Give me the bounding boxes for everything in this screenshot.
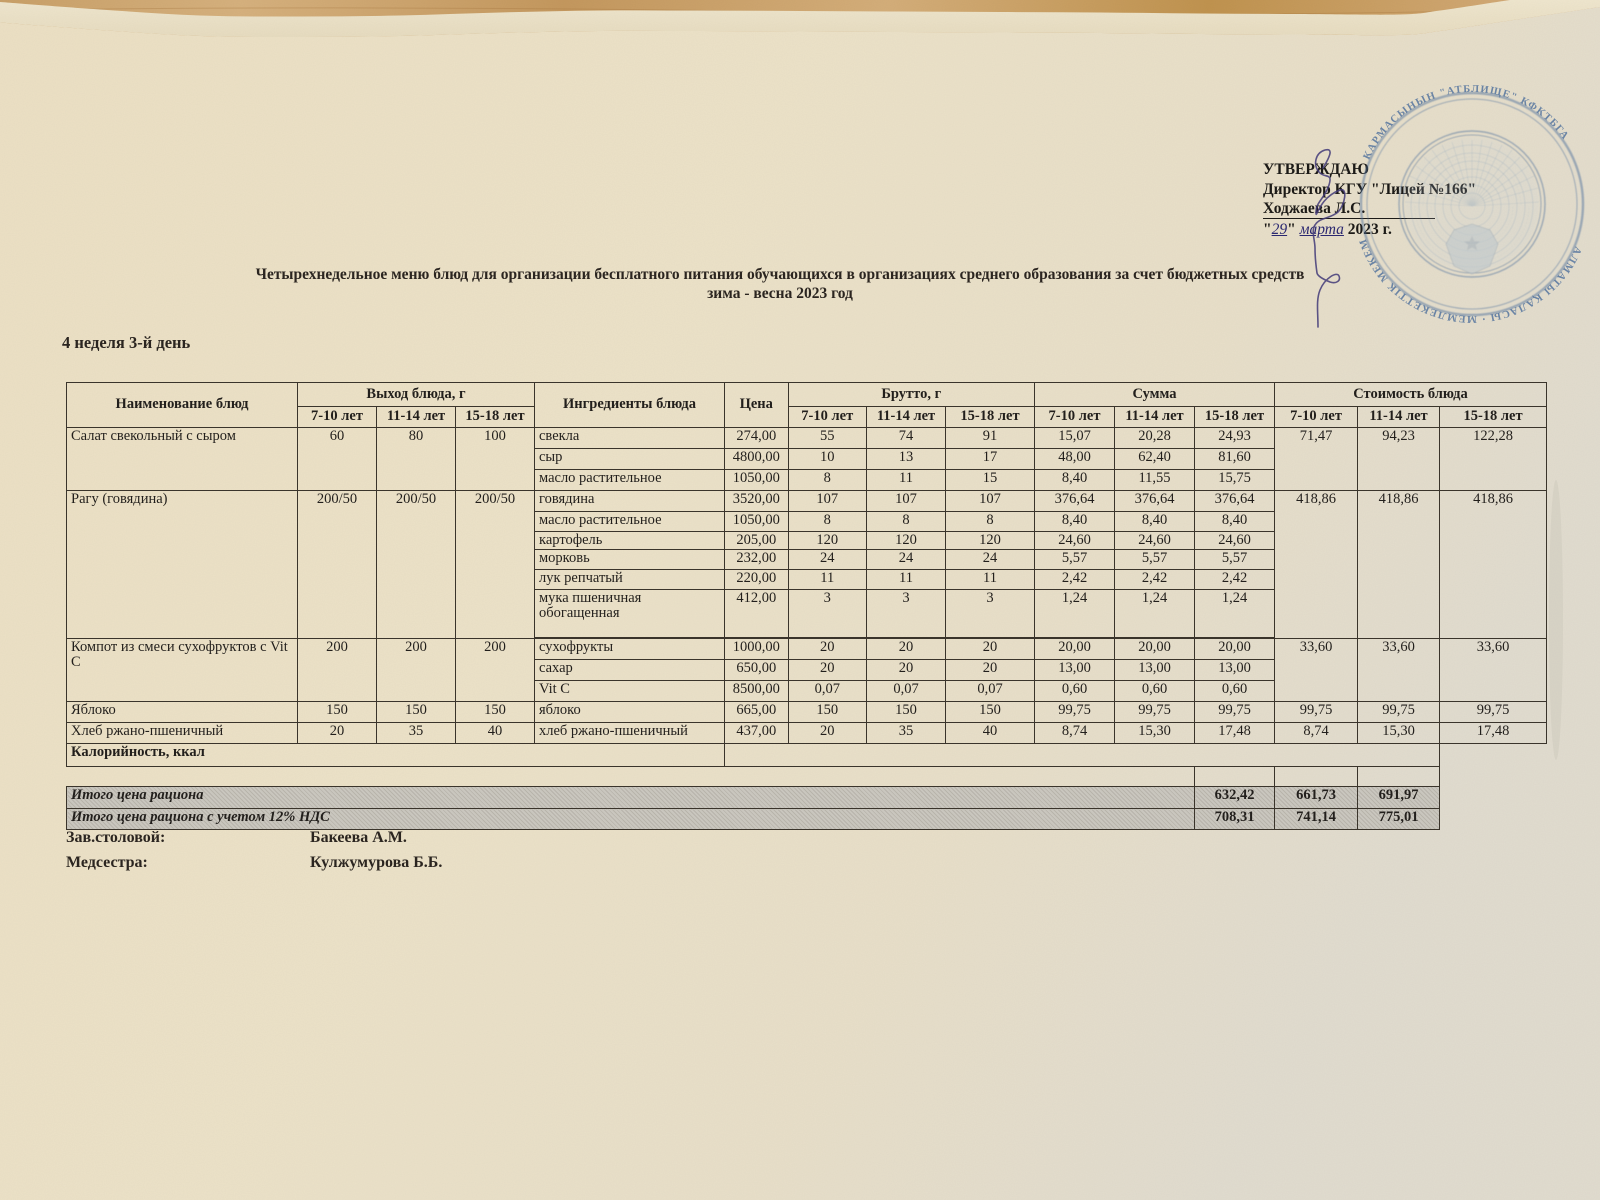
svg-text:АЛМАТЫ ҚАЛАСЫ ‧ МЕМЛЕКЕТТІК МЕ: АЛМАТЫ ҚАЛАСЫ ‧ МЕМЛЕКЕТТІК МЕКЕМЕСІ [0,0,1583,324]
